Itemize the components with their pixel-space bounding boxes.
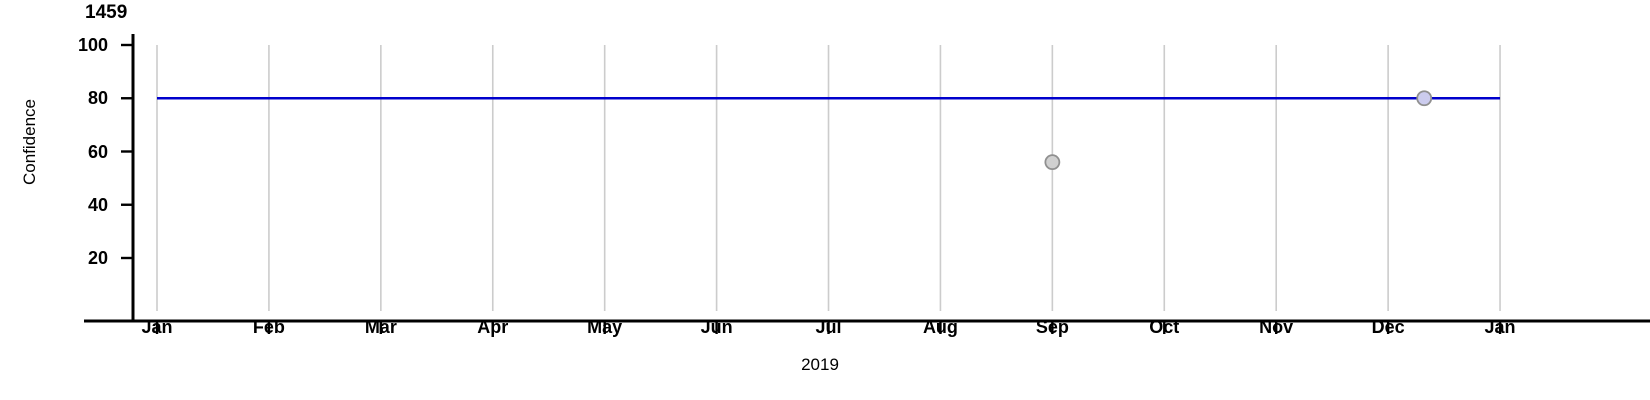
x-tick-label: May: [587, 317, 623, 337]
data-point-marker[interactable]: [1416, 90, 1433, 107]
x-tick-label: Oct: [1149, 317, 1180, 337]
x-tick-label: Jan: [141, 317, 173, 337]
y-tick-label: 100: [77, 35, 108, 55]
y-tick-label: 20: [87, 248, 108, 268]
x-tick-label: Nov: [1259, 317, 1294, 337]
x-tick-label: Jun: [700, 317, 733, 337]
series-marker-group: [1044, 90, 1433, 171]
data-point-marker[interactable]: [1044, 154, 1061, 171]
x-tick-label: Mar: [364, 317, 397, 337]
x-tick-marks-group: [155, 322, 1502, 334]
x-tick-label: Sep: [1035, 317, 1069, 337]
y-tick-label: 40: [87, 194, 108, 215]
x-tick-label: Aug: [922, 317, 958, 337]
y-tick-label: 80: [87, 88, 108, 109]
gridlines-group: [156, 45, 1501, 311]
x-tick-label: Jan: [1484, 317, 1516, 337]
x-tick-label: Jul: [815, 317, 842, 337]
x-tick-label: Feb: [252, 317, 285, 337]
x-tick-label: Apr: [477, 317, 509, 337]
x-tick-label: Dec: [1371, 317, 1405, 337]
x-axis-label: 2019: [801, 355, 839, 374]
y-tick-marks-group: [121, 43, 133, 260]
y-tick-label: 60: [87, 141, 108, 162]
chart-title: 1459: [85, 2, 128, 23]
